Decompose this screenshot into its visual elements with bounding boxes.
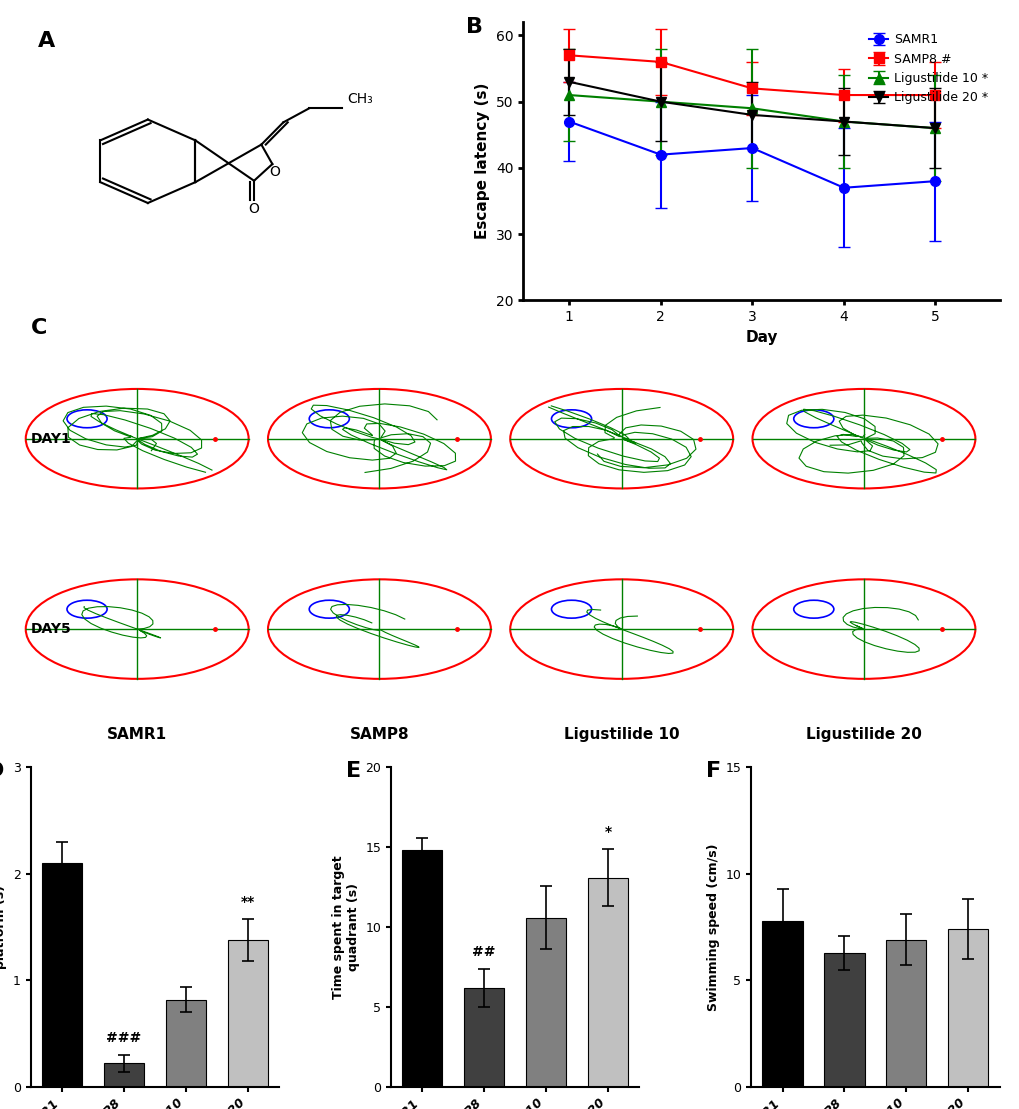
- Bar: [761, 920, 802, 1087]
- Text: C: C: [31, 317, 47, 337]
- Legend: SAMR1, SAMP8 #, Ligustilide 10 *, Ligustilide 20 *: SAMR1, SAMP8 #, Ligustilide 10 *, Ligust…: [863, 29, 993, 109]
- Bar: [227, 940, 268, 1087]
- Text: CH₃: CH₃: [347, 92, 373, 105]
- Text: Ligustilide 20: Ligustilide 20: [805, 726, 921, 742]
- Bar: [823, 953, 864, 1087]
- Bar: [947, 929, 987, 1087]
- Bar: [165, 999, 206, 1087]
- Bar: [587, 877, 628, 1087]
- Y-axis label: Swimming speed (cm/s): Swimming speed (cm/s): [706, 843, 719, 1011]
- Text: O: O: [249, 202, 259, 215]
- Y-axis label: Escape latency (s): Escape latency (s): [475, 83, 490, 240]
- Bar: [401, 851, 442, 1087]
- Bar: [526, 917, 566, 1087]
- Bar: [464, 988, 503, 1087]
- Text: D: D: [0, 761, 4, 781]
- Text: ##: ##: [472, 945, 495, 959]
- Bar: [886, 940, 925, 1087]
- Text: B: B: [466, 17, 483, 37]
- Text: DAY1: DAY1: [31, 431, 71, 446]
- Bar: [42, 863, 83, 1087]
- Text: SAMP8: SAMP8: [350, 726, 409, 742]
- Text: E: E: [345, 761, 361, 781]
- Text: DAY5: DAY5: [31, 622, 71, 637]
- Y-axis label: Time spent in target
quadrant (s): Time spent in target quadrant (s): [331, 855, 360, 999]
- Text: ###: ###: [106, 1031, 142, 1046]
- Text: *: *: [604, 825, 610, 840]
- Bar: [104, 1064, 144, 1087]
- Text: A: A: [38, 31, 55, 51]
- Text: SAMR1: SAMR1: [107, 726, 167, 742]
- Text: O: O: [268, 165, 279, 180]
- Y-axis label: Crossing times of the
platform (s): Crossing times of the platform (s): [0, 853, 7, 1001]
- Text: **: **: [240, 895, 255, 909]
- Text: Ligustilide 10: Ligustilide 10: [564, 726, 679, 742]
- Text: F: F: [706, 761, 720, 781]
- X-axis label: Day: Day: [745, 329, 776, 345]
